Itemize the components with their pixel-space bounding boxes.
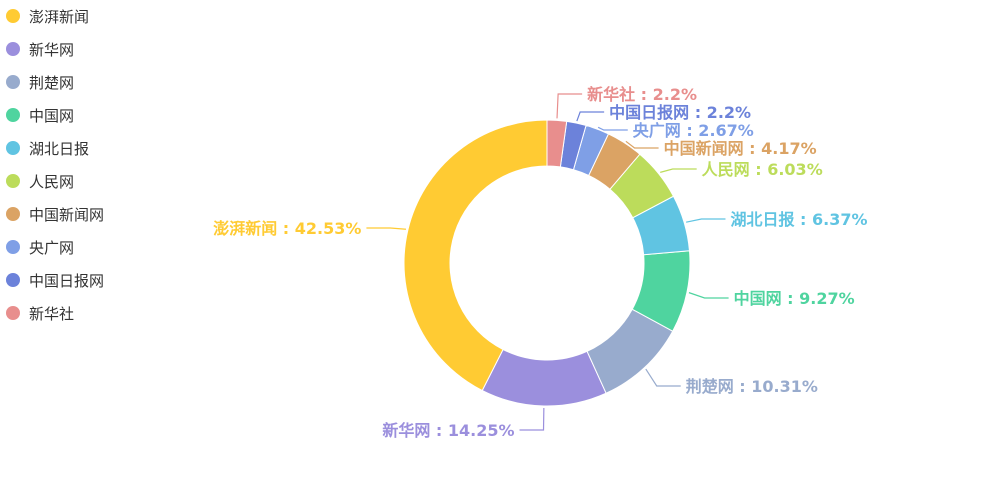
callout-line xyxy=(519,407,545,431)
legend-marker xyxy=(6,174,20,188)
data-label: 人民网 : 6.03% xyxy=(702,160,823,179)
pie-slice[interactable] xyxy=(481,348,607,407)
legend-label: 中国日报网 xyxy=(29,271,105,290)
legend-marker xyxy=(6,9,20,23)
callout-line xyxy=(660,168,697,173)
legend-marker xyxy=(6,108,20,122)
legend-label: 央广网 xyxy=(29,238,75,257)
legend-item[interactable]: 中国网 xyxy=(6,105,156,125)
data-label: 中国新闻网 : 4.17% xyxy=(664,139,817,158)
legend-marker xyxy=(6,141,20,155)
data-label: 新华网 : 14.25% xyxy=(382,421,514,440)
legend-item[interactable]: 中国日报网 xyxy=(6,270,156,290)
legend-label: 新华社 xyxy=(29,304,75,323)
data-label: 澎湃新闻 : 42.53% xyxy=(213,219,361,238)
legend-marker xyxy=(6,306,20,320)
callout-line xyxy=(556,93,583,119)
legend-item[interactable]: 澎湃新闻 xyxy=(6,6,156,26)
data-label: 荆楚网 : 10.31% xyxy=(686,377,818,396)
callout-line xyxy=(688,292,729,299)
legend-marker xyxy=(6,42,20,56)
callout-line xyxy=(625,140,659,149)
data-label: 湖北日报 : 6.37% xyxy=(730,210,867,229)
legend-item[interactable]: 中国新闻网 xyxy=(6,204,156,224)
callout-line xyxy=(576,111,605,122)
callout-line xyxy=(366,227,407,230)
data-label: 央广网 : 2.67% xyxy=(633,121,754,140)
legend-item[interactable]: 新华社 xyxy=(6,303,156,323)
legend-label: 人民网 xyxy=(29,172,75,191)
legend-label: 中国新闻网 xyxy=(29,205,105,224)
pie-slice[interactable] xyxy=(546,119,568,168)
legend-marker xyxy=(6,75,20,89)
callout-line xyxy=(597,126,628,131)
callout-line xyxy=(686,218,726,223)
legend-item[interactable]: 央广网 xyxy=(6,237,156,257)
legend-label: 新华网 xyxy=(29,40,75,59)
callout-line xyxy=(645,368,681,387)
legend-label: 荆楚网 xyxy=(29,73,75,92)
legend-label: 澎湃新闻 xyxy=(29,7,90,26)
data-label: 中国网 : 9.27% xyxy=(734,289,855,308)
data-label: 新华社 : 2.2% xyxy=(587,85,697,104)
data-label: 中国日报网 : 2.2% xyxy=(609,103,751,122)
legend-item[interactable]: 荆楚网 xyxy=(6,72,156,92)
legend-item[interactable]: 湖北日报 xyxy=(6,138,156,158)
legend-item[interactable]: 人民网 xyxy=(6,171,156,191)
legend-item[interactable]: 新华网 xyxy=(6,39,156,59)
legend-label: 湖北日报 xyxy=(29,139,90,158)
legend-marker xyxy=(6,273,20,287)
legend-label: 中国网 xyxy=(29,106,75,125)
legend-marker xyxy=(6,240,20,254)
legend-marker xyxy=(6,207,20,221)
pie-slice[interactable] xyxy=(403,119,548,392)
